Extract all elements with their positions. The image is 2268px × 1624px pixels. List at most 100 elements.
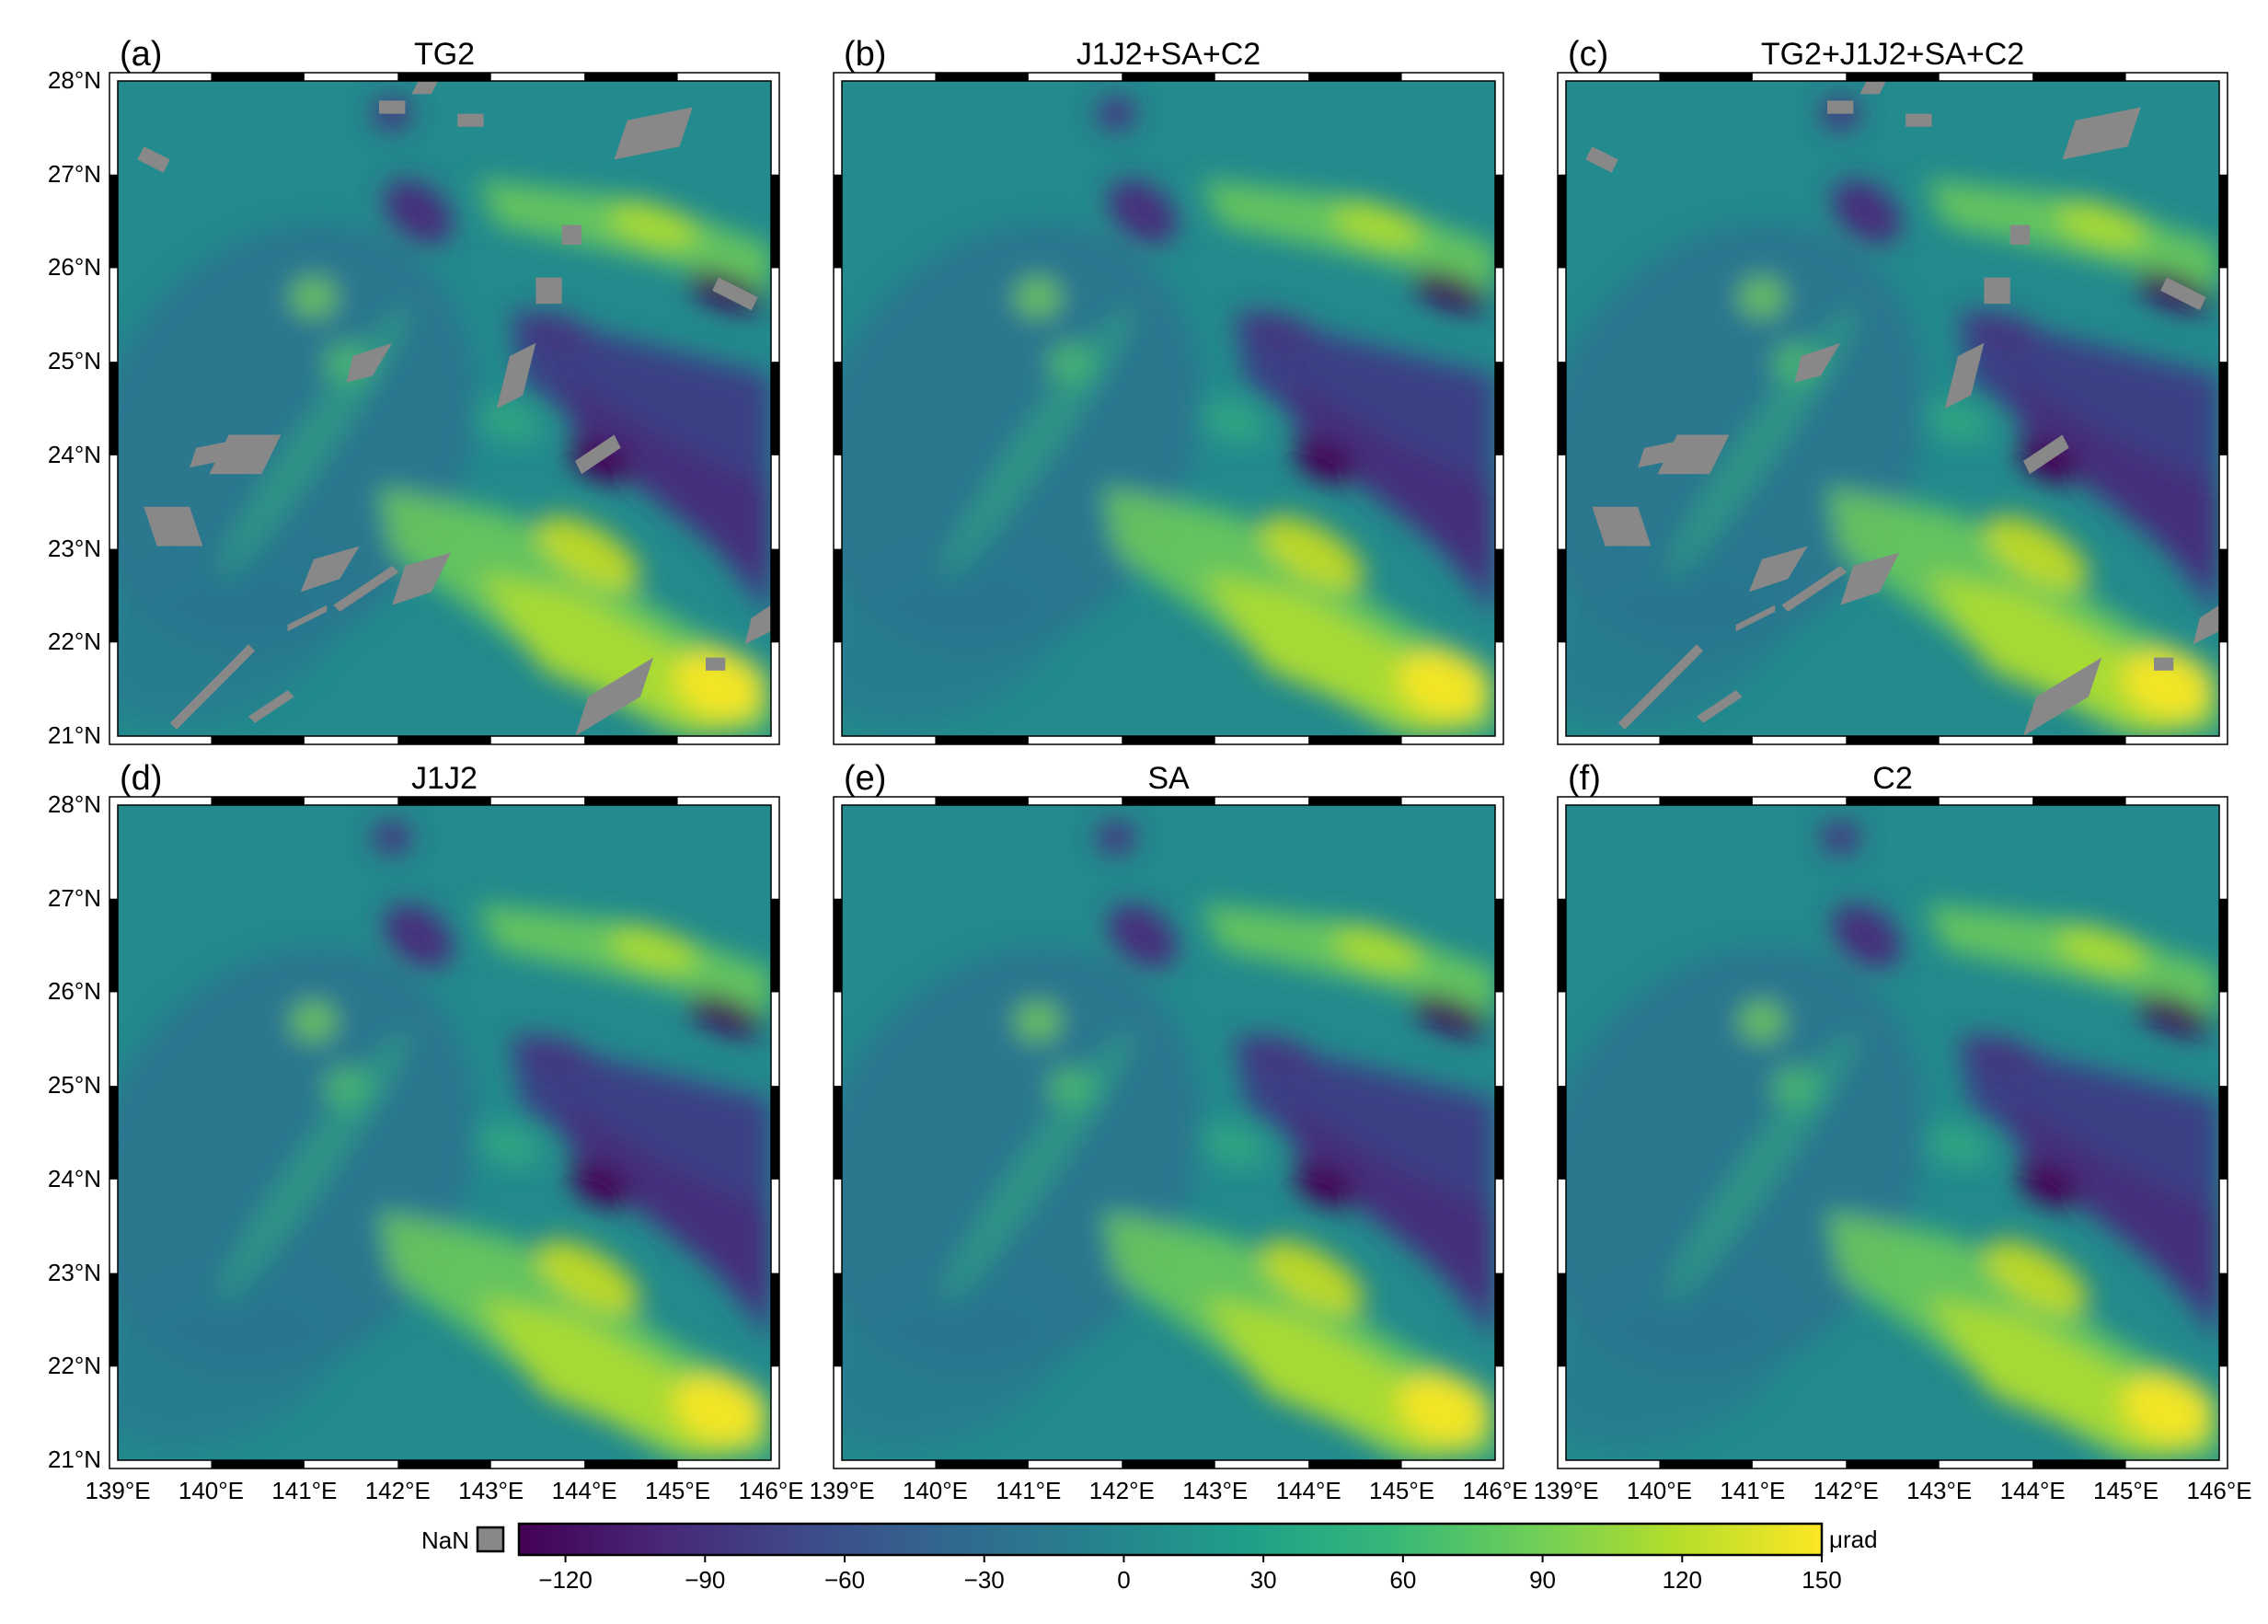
lon-label: 141°E — [996, 1477, 1062, 1504]
lon-label: 140°E — [1626, 1477, 1692, 1504]
lat-label: 27°N — [47, 883, 101, 912]
map-panel — [833, 796, 1504, 1469]
lon-label: 142°E — [1813, 1477, 1879, 1504]
panel-letter: (c) — [1568, 35, 1609, 74]
lon-label: 146°E — [2186, 1477, 2252, 1504]
colorbar-tick-label: 60 — [1389, 1566, 1417, 1594]
lat-label: 27°N — [47, 159, 101, 188]
nan-gap — [744, 605, 771, 645]
colorbar-tick-label: 30 — [1249, 1566, 1277, 1594]
map-frame-ticks — [833, 796, 1504, 1469]
nan-gap — [1638, 441, 1677, 468]
nan-gap — [346, 342, 393, 383]
nan-gap — [1697, 690, 1743, 723]
nan-gap — [411, 81, 438, 95]
lon-label: 140°E — [178, 1477, 244, 1504]
panel-letter: (d) — [120, 759, 163, 798]
map-field — [1566, 81, 2219, 736]
field-blobs — [842, 821, 1495, 1460]
nan-gap — [561, 225, 582, 245]
map-panel — [109, 72, 780, 745]
colorbar-tick-label: −30 — [963, 1566, 1005, 1594]
lat-label: 23°N — [47, 534, 101, 562]
field-blobs — [1566, 821, 2219, 1460]
nan-gap — [169, 644, 256, 730]
nan-gap — [1585, 146, 1618, 173]
nan-gap — [333, 565, 399, 612]
panel-title: SA — [1147, 761, 1190, 796]
lon-label: 142°E — [1088, 1477, 1155, 1504]
colorbar-tick-label: −120 — [538, 1566, 593, 1594]
map-frame-ticks — [109, 796, 780, 1469]
lat-label: 25°N — [47, 1071, 101, 1100]
lat-label: 28°N — [47, 790, 101, 818]
nan-gap — [190, 441, 229, 468]
panel-letter: (f) — [1568, 759, 1601, 798]
colorbar-unit: μrad — [1829, 1526, 1878, 1553]
lat-label: 21°N — [47, 1445, 101, 1473]
map-panel — [109, 796, 780, 1469]
lon-label: 141°E — [271, 1477, 338, 1504]
lon-label: 139°E — [85, 1477, 151, 1504]
nan-gap — [2193, 605, 2219, 645]
nan-gap — [1794, 342, 1841, 383]
map-frame-ticks — [109, 72, 780, 745]
field-blobs — [118, 821, 771, 1460]
colorbar-tick-label: 150 — [1802, 1566, 1842, 1594]
colorbar-tick-label: 120 — [1662, 1566, 1702, 1594]
nan-gap — [1781, 565, 1848, 612]
map-field — [842, 81, 1495, 736]
lon-label: 146°E — [1462, 1477, 1528, 1504]
nan-gap — [496, 342, 536, 409]
lon-label: 142°E — [364, 1477, 431, 1504]
lat-label: 24°N — [47, 440, 101, 468]
colorbar-tick-label: −90 — [685, 1566, 726, 1594]
nan-gap — [2023, 434, 2069, 475]
map-panel — [833, 72, 1504, 745]
nan-gap — [2160, 277, 2206, 311]
nan-gap — [457, 113, 484, 127]
nan-gap — [1944, 342, 1985, 409]
colorbar — [517, 1522, 1824, 1557]
lon-label: 145°E — [645, 1477, 711, 1504]
nan-gap — [2009, 225, 2031, 245]
lat-label: 26°N — [47, 253, 101, 282]
map-panel — [1557, 72, 2228, 745]
lon-label: 146°E — [738, 1477, 804, 1504]
map-frame-ticks — [1557, 72, 2228, 745]
nan-gap — [575, 434, 621, 475]
nan-swatch — [476, 1526, 505, 1553]
colorbar-tick-label: 0 — [1117, 1566, 1131, 1594]
nan-gap — [535, 277, 562, 305]
map-frame-ticks — [833, 72, 1504, 745]
nan-gap — [144, 506, 203, 547]
nan-gap — [1735, 605, 1776, 632]
lon-label: 143°E — [1906, 1477, 1973, 1504]
lat-label: 21°N — [47, 721, 101, 749]
lat-label: 25°N — [47, 347, 101, 375]
nan-gap — [2154, 657, 2174, 671]
colorbar-layer — [476, 1522, 1824, 1562]
map-frame-ticks — [1557, 796, 2228, 1469]
lat-label: 24°N — [47, 1164, 101, 1192]
nan-gap — [248, 690, 294, 723]
panel-letter: (e) — [844, 759, 887, 798]
colorbar-tick-label: −60 — [823, 1566, 866, 1594]
nan-gaps — [137, 81, 771, 736]
nan-gap — [2062, 107, 2141, 160]
map-field — [118, 805, 771, 1460]
map-panel — [1557, 796, 2228, 1469]
nan-gap — [575, 657, 654, 736]
panel-letter: (b) — [844, 35, 887, 74]
nan-gap — [1618, 644, 1704, 730]
lon-label: 145°E — [2093, 1477, 2159, 1504]
lat-label: 26°N — [47, 977, 101, 1006]
nan-gap — [1859, 81, 1886, 95]
nan-gap — [1984, 277, 2010, 305]
lat-label: 28°N — [47, 66, 101, 94]
panel-title: J1J2 — [411, 761, 478, 796]
map-field — [842, 805, 1495, 1460]
lon-label: 144°E — [1999, 1477, 2066, 1504]
